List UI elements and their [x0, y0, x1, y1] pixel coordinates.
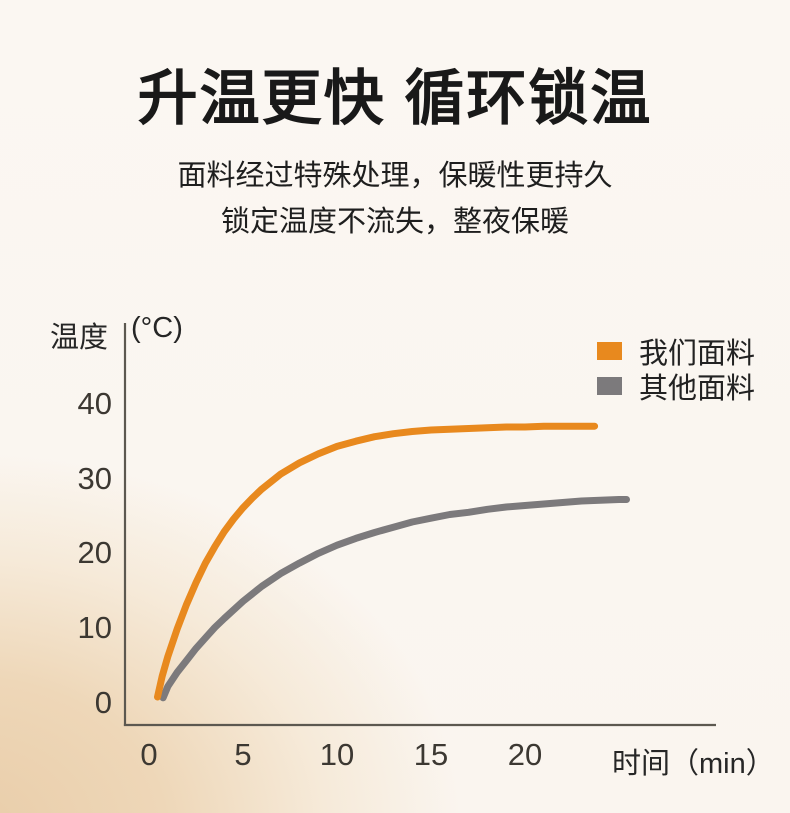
legend-label-ours: 我们面料: [639, 338, 756, 370]
chart-legend: 我们面料 其他面料: [597, 338, 755, 408]
subtitle-line-2: 锁定温度不流失，整夜保暖: [220, 206, 569, 238]
y-axis-label: 温度: [50, 322, 109, 354]
series-line-我们面料: [154, 422, 599, 701]
subtitle: 面料经过特殊处理，保暖性更持久 锁定温度不流失，整夜保暖: [0, 153, 790, 245]
x-axis-label: 时间（min）: [612, 748, 775, 780]
subtitle-line-1: 面料经过特殊处理，保暖性更持久: [177, 160, 613, 192]
legend-label-others: 其他面料: [639, 373, 756, 405]
legend-item-ours: 我们面料: [597, 338, 755, 370]
y-axis-unit: (°C): [131, 312, 183, 344]
page-title: 升温更快 循环锁温: [137, 65, 653, 132]
legend-item-others: 其他面料: [597, 373, 755, 405]
series-line-其他面料: [159, 496, 630, 702]
legend-swatch-orange-icon: [597, 342, 622, 360]
legend-swatch-gray-icon: [597, 377, 622, 395]
